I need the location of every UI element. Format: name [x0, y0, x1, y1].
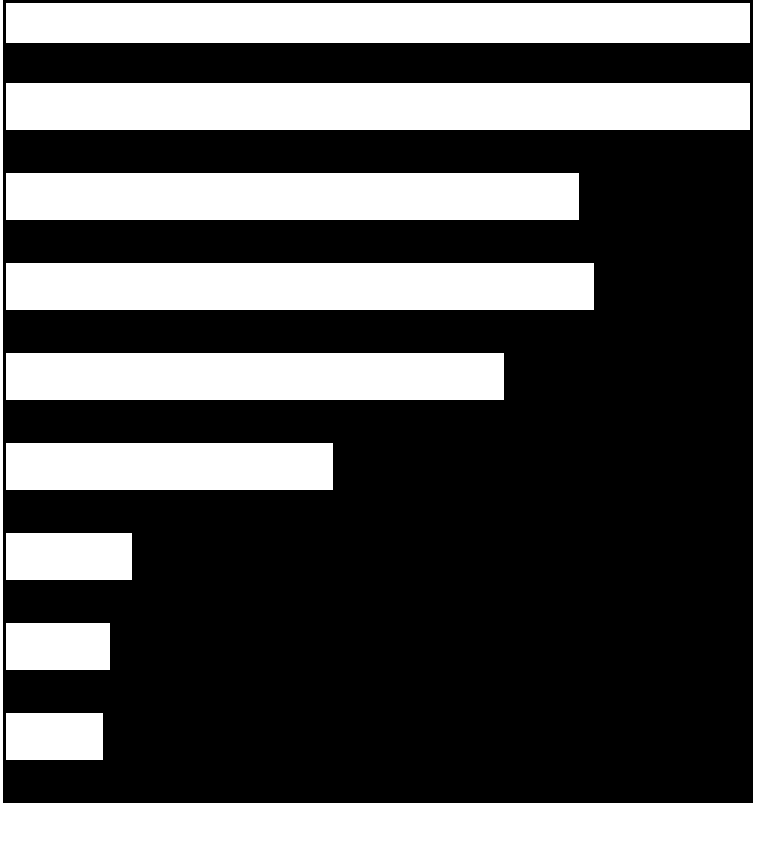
top-strip: [6, 3, 750, 43]
bar-6: [6, 623, 110, 670]
bar-5: [6, 533, 132, 580]
bar-1: [6, 173, 579, 220]
bar-3: [6, 353, 504, 400]
bar-7: [6, 713, 103, 760]
bar-8: [6, 803, 43, 850]
bar-0: [6, 83, 750, 130]
bar-4: [6, 443, 333, 490]
chart-plot-area: [6, 3, 750, 800]
bar-2: [6, 263, 594, 310]
